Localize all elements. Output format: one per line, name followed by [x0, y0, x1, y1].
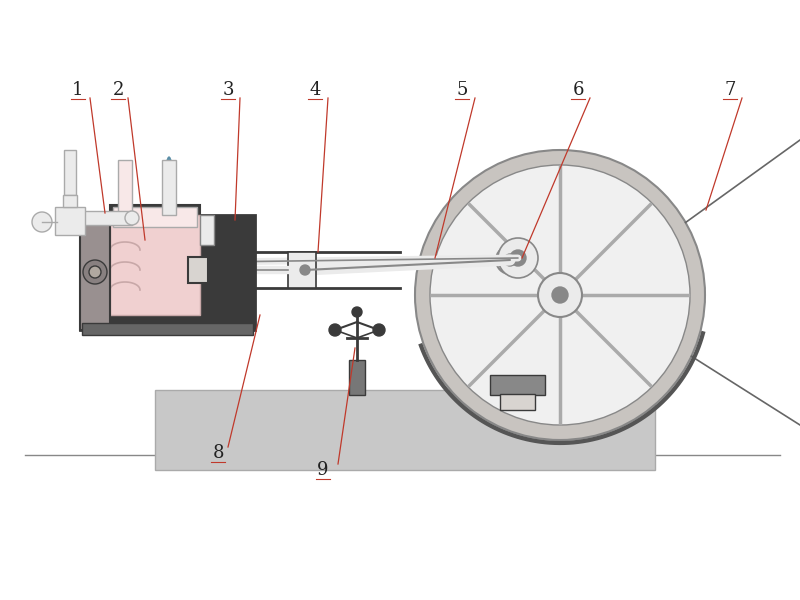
Circle shape — [498, 238, 538, 278]
Circle shape — [89, 266, 101, 278]
Circle shape — [83, 260, 107, 284]
Text: 4: 4 — [310, 81, 321, 99]
Bar — [162, 160, 176, 215]
Bar — [110, 205, 200, 230]
Circle shape — [373, 324, 385, 336]
Bar — [63, 195, 77, 207]
Bar — [110, 215, 200, 315]
Circle shape — [329, 324, 341, 336]
Circle shape — [430, 165, 690, 425]
Circle shape — [300, 265, 310, 275]
Bar — [155, 390, 655, 470]
Circle shape — [125, 211, 139, 225]
Text: 6: 6 — [572, 81, 584, 99]
Circle shape — [552, 287, 568, 303]
Circle shape — [415, 150, 705, 440]
Circle shape — [538, 273, 582, 317]
Circle shape — [510, 250, 526, 266]
Bar — [82, 323, 253, 335]
Bar — [64, 150, 76, 195]
Text: 5: 5 — [456, 81, 468, 99]
Bar — [288, 252, 316, 288]
Bar — [200, 215, 214, 245]
Text: 7: 7 — [724, 81, 736, 99]
Circle shape — [496, 246, 524, 274]
Text: 8: 8 — [212, 444, 224, 462]
Bar — [113, 207, 197, 227]
Bar — [500, 394, 535, 410]
Bar — [349, 360, 365, 395]
Text: 3: 3 — [222, 81, 234, 99]
Circle shape — [32, 212, 52, 232]
Bar — [188, 257, 208, 283]
Text: 1: 1 — [72, 81, 84, 99]
Circle shape — [352, 307, 362, 317]
Bar — [80, 215, 110, 330]
Bar — [80, 215, 255, 330]
Text: 9: 9 — [318, 461, 329, 479]
Bar — [490, 375, 545, 395]
Bar — [118, 160, 132, 215]
Text: 2: 2 — [112, 81, 124, 99]
Bar — [60, 211, 132, 225]
Circle shape — [504, 254, 516, 266]
Bar — [55, 207, 85, 235]
